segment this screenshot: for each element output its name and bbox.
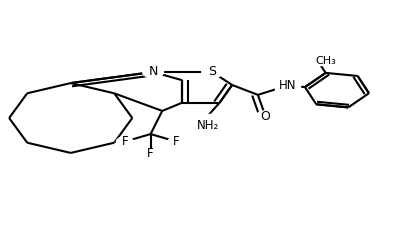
Text: HN: HN — [279, 79, 297, 92]
Text: F: F — [173, 135, 180, 148]
Text: CH₃: CH₃ — [316, 56, 337, 66]
Bar — [275, 81, 300, 90]
Text: O: O — [260, 110, 270, 123]
Circle shape — [202, 66, 223, 78]
Circle shape — [168, 137, 185, 146]
Bar — [313, 56, 339, 65]
Circle shape — [142, 149, 159, 159]
Circle shape — [256, 111, 275, 121]
Text: F: F — [147, 147, 154, 160]
Circle shape — [116, 137, 133, 146]
Text: NH₂: NH₂ — [197, 119, 219, 132]
Circle shape — [143, 66, 163, 78]
Text: F: F — [121, 135, 128, 148]
Bar — [192, 114, 224, 129]
Text: N: N — [149, 65, 158, 79]
Text: S: S — [208, 65, 216, 79]
